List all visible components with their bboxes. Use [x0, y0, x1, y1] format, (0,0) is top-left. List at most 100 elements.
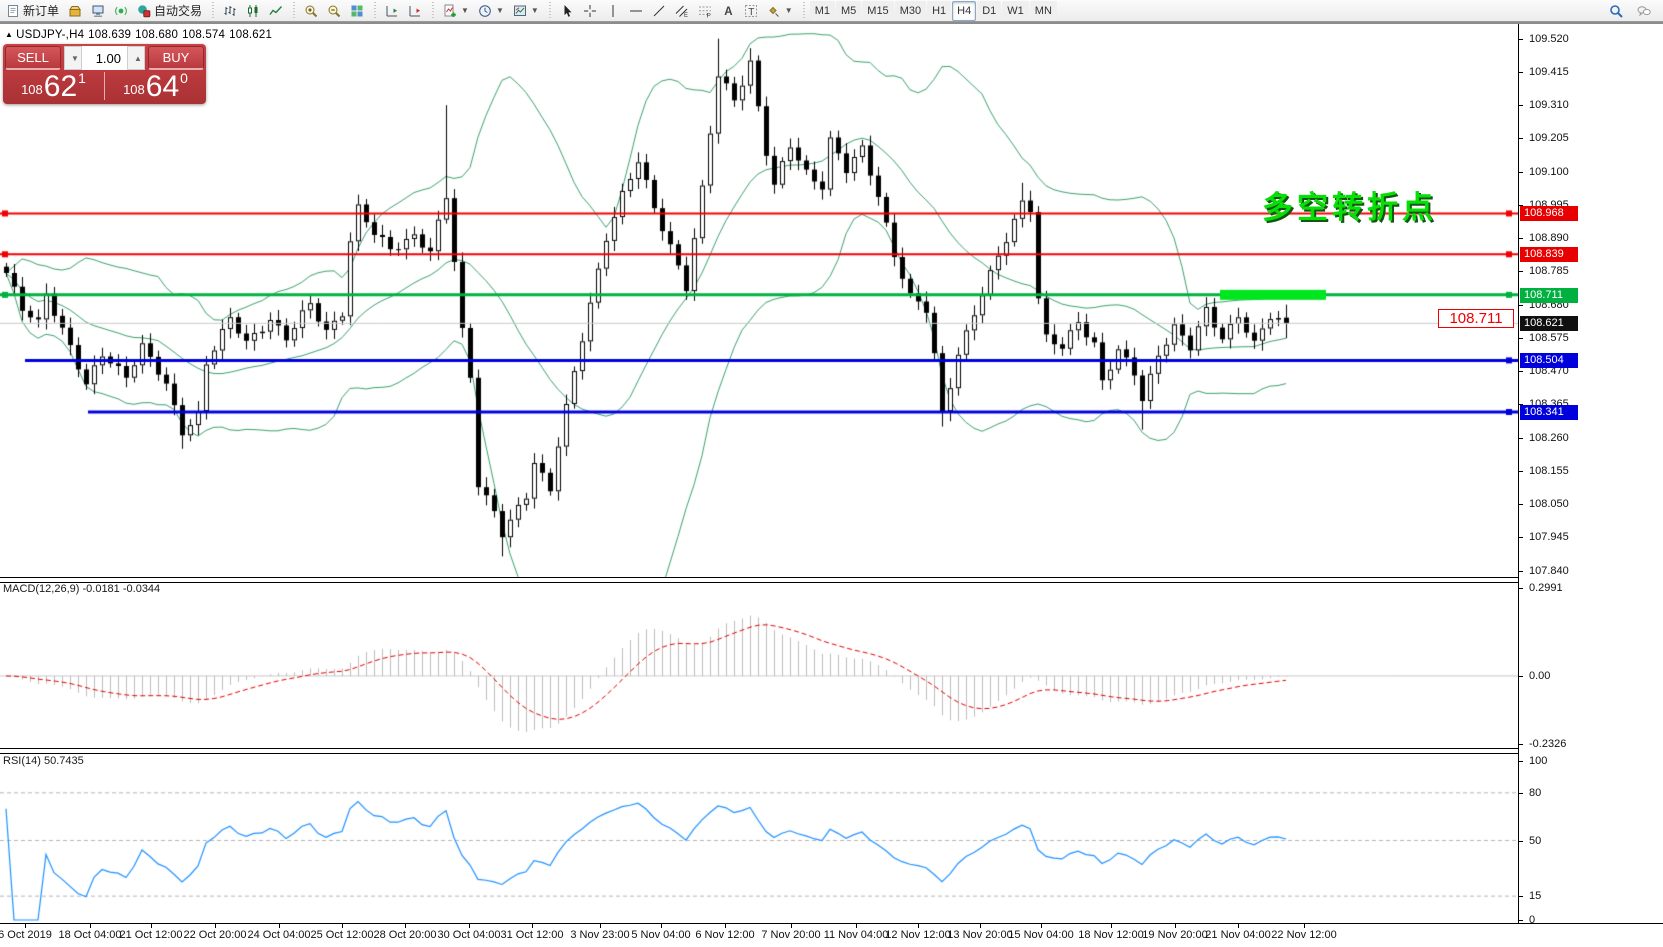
- timeframe-h4-button[interactable]: H4: [952, 0, 977, 21]
- price-axis[interactable]: 109.520 109.415 109.310 109.205 109.100 108.9…: [1518, 24, 1663, 926]
- time-axis-tick: [1304, 924, 1305, 928]
- macd-title-text: MACD(12,26,9): [3, 583, 80, 595]
- search-button[interactable]: [1605, 1, 1627, 21]
- toolbar-separator: [545, 1, 553, 20]
- text-button[interactable]: A: [717, 1, 739, 21]
- line-chart-button[interactable]: [265, 1, 287, 21]
- ohlc-high: 108.680: [135, 29, 179, 41]
- chart-text-annotation[interactable]: 多空转折点: [1262, 190, 1437, 225]
- price-axis-label: 109.205: [1529, 132, 1569, 145]
- buy-price[interactable]: 108 64 0: [105, 70, 206, 102]
- autotrading-button-label: 自动交易: [154, 4, 203, 18]
- tile-windows-button[interactable]: [346, 1, 368, 21]
- trendline-button[interactable]: [648, 1, 670, 21]
- cursor-button[interactable]: [556, 1, 578, 21]
- new-order-button[interactable]: 新订单: [2, 1, 63, 21]
- price-axis-tick: [1519, 404, 1523, 406]
- svg-text:A: A: [724, 6, 732, 18]
- price-axis-tick: [1519, 38, 1523, 40]
- buy-button[interactable]: BUY: [148, 46, 204, 70]
- ohlc-open: 108.639: [88, 29, 132, 41]
- linechart-icon: [269, 5, 283, 15]
- fibonacci-button[interactable]: F: [694, 1, 716, 21]
- time-axis-label: 22 Oct 20:00: [183, 929, 247, 941]
- horizontal-line-button[interactable]: [625, 1, 647, 21]
- timeframe-d1-button[interactable]: D1: [977, 0, 1002, 21]
- equidistant-channel-button[interactable]: E: [671, 1, 693, 21]
- textA-icon: A: [724, 6, 732, 18]
- time-axis-label: 3 Nov 23:00: [570, 929, 630, 941]
- clock-icon: [479, 4, 491, 17]
- timeframe-m5-button[interactable]: M5: [836, 0, 862, 21]
- timeframe-w1-button[interactable]: W1: [1002, 0, 1029, 21]
- sell-button[interactable]: SELL: [5, 46, 61, 70]
- price-axis-tick: [1519, 504, 1523, 506]
- vertical-line-button[interactable]: [602, 1, 624, 21]
- autotrading-button[interactable]: 自动交易: [133, 1, 206, 21]
- price-badge: 108.621: [1520, 316, 1578, 332]
- volume-decrease-button[interactable]: ▼: [64, 46, 82, 70]
- svg-text:F: F: [706, 12, 710, 18]
- templates-button[interactable]: ▼: [509, 1, 543, 21]
- candles-icon: [248, 4, 258, 17]
- time-axis-label: 11 Nov 04:00: [823, 929, 889, 941]
- time-axis-tick: [25, 924, 26, 928]
- rsi-axis-label: 15: [1529, 890, 1542, 903]
- time-axis-tick: [90, 924, 91, 928]
- auto-scroll-button[interactable]: [404, 1, 426, 21]
- sell-price-pips: 62: [43, 70, 78, 103]
- time-axis-label: 13 Nov 20:00: [947, 929, 1013, 941]
- signals-button[interactable]: [110, 1, 132, 21]
- volume-input[interactable]: 1.00: [95, 50, 121, 66]
- chart-shift-button[interactable]: [381, 1, 403, 21]
- time-axis[interactable]: 6 Oct 2019 18 Oct 04:00 21 Oct 12:00 22 Oct…: [0, 923, 1663, 947]
- collapse-panel-icon[interactable]: ▲: [5, 30, 14, 39]
- price-callout-label[interactable]: 108.711: [1438, 309, 1514, 328]
- time-axis-label: 6 Nov 12:00: [695, 929, 755, 941]
- volume-increase-button[interactable]: ▲: [127, 46, 145, 70]
- periods-button[interactable]: ▼: [474, 1, 508, 21]
- bars-icon: [224, 5, 236, 16]
- timeframe-m1-button[interactable]: M1: [809, 0, 835, 21]
- sell-price[interactable]: 108 62 1: [3, 70, 104, 102]
- channel-icon: E: [675, 5, 688, 18]
- panel-divider[interactable]: [0, 748, 1663, 754]
- timeframe-h1-button[interactable]: H1: [927, 0, 952, 21]
- chat-icon: [1637, 5, 1651, 16]
- rsi-axis-tick: [1519, 840, 1523, 842]
- zoom-out-button[interactable]: [323, 1, 345, 21]
- panel-divider[interactable]: [0, 577, 1663, 583]
- tiles-icon: [351, 5, 363, 16]
- ohlc-low: 108.574: [182, 29, 226, 41]
- candlestick-chart-button[interactable]: [242, 1, 264, 21]
- label-button[interactable]: T: [740, 1, 762, 21]
- price-axis-label: 108.050: [1529, 498, 1569, 511]
- arrows-button[interactable]: ▼: [763, 1, 797, 21]
- price-axis-tick: [1519, 337, 1523, 339]
- bar-chart-button[interactable]: [219, 1, 241, 21]
- package-button[interactable]: [64, 1, 86, 21]
- rsi-axis-tick: [1519, 761, 1523, 762]
- time-axis-tick: [532, 924, 533, 928]
- cursor-icon: [564, 4, 572, 17]
- toolbar-separator: [290, 1, 298, 20]
- new-order-button-label: 新订单: [23, 4, 60, 18]
- toolbar-separator: [209, 1, 217, 20]
- zoom-in-button[interactable]: [300, 1, 322, 21]
- market-watch-button[interactable]: [87, 1, 109, 21]
- crosshair-button[interactable]: [579, 1, 601, 21]
- time-axis-tick: [279, 924, 280, 928]
- template-icon: [513, 5, 526, 16]
- chart-plot-area[interactable]: [0, 24, 1518, 923]
- indicators-button[interactable]: ▼: [439, 1, 473, 21]
- price-badge: 108.341: [1520, 405, 1578, 421]
- time-axis-tick: [1111, 924, 1112, 928]
- computer-icon: [92, 5, 104, 17]
- timeframe-mn-button[interactable]: MN: [1029, 0, 1057, 21]
- chat-button[interactable]: [1633, 1, 1655, 21]
- timeframe-m15-button[interactable]: M15: [862, 0, 894, 21]
- price-badge: 108.968: [1520, 206, 1578, 222]
- timeframe-m30-button[interactable]: M30: [894, 0, 927, 21]
- toolbar-separator: [799, 1, 807, 20]
- price-axis-label: 109.415: [1529, 65, 1569, 78]
